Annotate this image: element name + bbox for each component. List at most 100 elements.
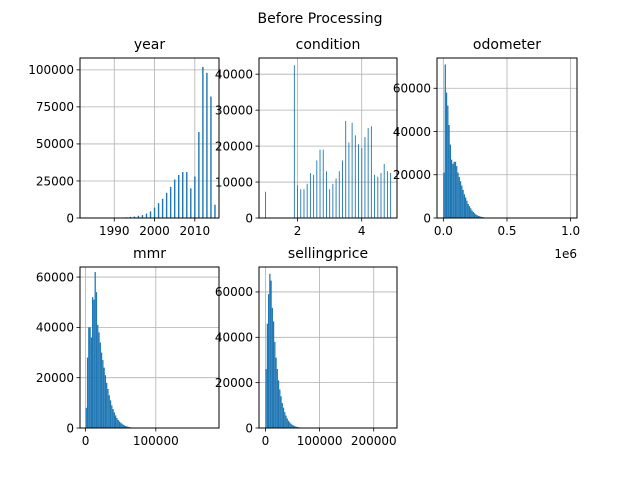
histogram-bar bbox=[93, 299, 95, 428]
histogram-bar bbox=[178, 175, 180, 218]
x-offset-label: 1e6 bbox=[554, 247, 577, 261]
histogram-bar bbox=[329, 189, 331, 218]
x-tick-label: 1.0 bbox=[561, 224, 580, 238]
subplot-odometer: 0.0 0.5 1.0 0 20000 40000 60000 1e6 odometer bbox=[393, 37, 580, 261]
histogram-bar bbox=[173, 179, 176, 218]
y-tick-label: 0 bbox=[245, 421, 253, 435]
histogram-bar bbox=[115, 415, 117, 428]
histogram-bar bbox=[145, 213, 148, 218]
subplot-title: odometer bbox=[473, 37, 541, 53]
y-tick-label: 20000 bbox=[393, 168, 431, 182]
histogram-bar bbox=[137, 215, 140, 218]
subplot-mmr: 0 100000 0 20000 40000 60000 mmr bbox=[36, 246, 220, 448]
histogram-bar bbox=[456, 166, 458, 218]
axes-frame bbox=[258, 57, 398, 219]
y-tick-label: 60000 bbox=[393, 82, 431, 96]
histogram-bar bbox=[198, 132, 200, 218]
histogram-bar bbox=[454, 161, 457, 218]
histogram-bar bbox=[448, 125, 450, 218]
histogram-bar bbox=[470, 208, 472, 218]
histogram-bar bbox=[85, 407, 87, 428]
x-tick-label: 0.5 bbox=[497, 224, 516, 238]
histogram-bars bbox=[443, 64, 490, 218]
histogram-bar bbox=[280, 396, 282, 428]
histogram-bar bbox=[306, 183, 308, 218]
histogram-bar bbox=[325, 171, 327, 218]
histogram-bar bbox=[335, 178, 337, 218]
histogram-bar bbox=[190, 188, 192, 218]
histogram-bar bbox=[206, 72, 208, 218]
x-tick-label: 0.0 bbox=[434, 224, 453, 238]
y-tick-label: 10000 bbox=[215, 175, 253, 189]
histogram-bar bbox=[116, 417, 118, 428]
histogram-bar bbox=[461, 185, 463, 218]
histogram-bar bbox=[290, 423, 292, 428]
histogram-bar bbox=[113, 412, 116, 428]
histogram-bar bbox=[467, 203, 469, 218]
histogram-bar bbox=[358, 144, 359, 218]
histogram-bar bbox=[472, 211, 474, 218]
histogram-bar bbox=[287, 420, 290, 428]
histogram-bar bbox=[149, 211, 152, 218]
histogram-bar bbox=[194, 176, 196, 218]
histogram-bar bbox=[457, 172, 459, 218]
histogram-bar bbox=[291, 424, 293, 428]
subplot-title: year bbox=[134, 37, 165, 53]
y-tick-label: 40000 bbox=[215, 331, 253, 345]
histogram-bar bbox=[338, 171, 340, 218]
y-tick-label: 50000 bbox=[36, 137, 74, 151]
histogram-bar bbox=[390, 173, 392, 218]
histogram-bar bbox=[374, 174, 376, 218]
histogram-bar bbox=[279, 389, 281, 428]
histogram-bar bbox=[459, 181, 462, 218]
axes-frame bbox=[79, 57, 220, 219]
histogram-bar bbox=[476, 215, 478, 218]
y-tick-label: 0 bbox=[66, 211, 74, 225]
histogram-bar bbox=[123, 425, 126, 428]
histogram-bar bbox=[451, 159, 453, 218]
histogram-bar bbox=[125, 425, 127, 428]
x-tick-label: 2010 bbox=[180, 224, 211, 238]
histogram-bar bbox=[107, 389, 109, 428]
histogram-bar bbox=[313, 174, 315, 218]
histogram-bar bbox=[332, 183, 334, 218]
x-tick-label: 2 bbox=[294, 224, 302, 238]
histogram-bar bbox=[182, 172, 184, 218]
histogram-bar bbox=[265, 369, 267, 428]
y-tick-label: 60000 bbox=[36, 270, 74, 284]
histogram-bar bbox=[265, 191, 266, 218]
histogram-bar bbox=[370, 126, 372, 218]
axes-frame bbox=[258, 266, 398, 429]
histogram-bar bbox=[477, 215, 479, 218]
histogram-bar bbox=[293, 65, 295, 218]
histogram-bars bbox=[85, 272, 137, 428]
histogram-bar bbox=[458, 176, 460, 218]
histogram-bar bbox=[292, 425, 295, 428]
y-tick-label: 40000 bbox=[36, 321, 74, 335]
histogram-bar bbox=[214, 204, 216, 218]
histogram-bar bbox=[296, 426, 298, 428]
subplot-sellingprice: 0 100000 200000 0 20000 40000 60000 sellingpric… bbox=[215, 246, 398, 448]
histogram-bar bbox=[157, 203, 160, 218]
histogram-bar bbox=[284, 412, 286, 428]
histogram-bar bbox=[86, 357, 89, 428]
histogram-bar bbox=[479, 216, 481, 218]
histogram-bar bbox=[367, 128, 369, 218]
histogram-bar bbox=[109, 400, 112, 428]
histogram-bar bbox=[270, 280, 272, 428]
histogram-bar bbox=[104, 375, 107, 428]
y-tick-label: 40000 bbox=[393, 125, 431, 139]
histogram-bar bbox=[117, 419, 119, 428]
y-tick-label: 0 bbox=[66, 421, 74, 435]
histogram-bars bbox=[265, 273, 305, 428]
x-tick-label: 4 bbox=[358, 224, 366, 238]
histogram-bar bbox=[453, 161, 455, 218]
histogram-bar bbox=[377, 176, 379, 218]
histogram-bar bbox=[153, 207, 156, 218]
y-tick-label: 40000 bbox=[215, 67, 253, 81]
histogram-bar bbox=[452, 163, 454, 218]
histogram-bar bbox=[108, 395, 110, 428]
histogram-bars bbox=[265, 65, 392, 218]
